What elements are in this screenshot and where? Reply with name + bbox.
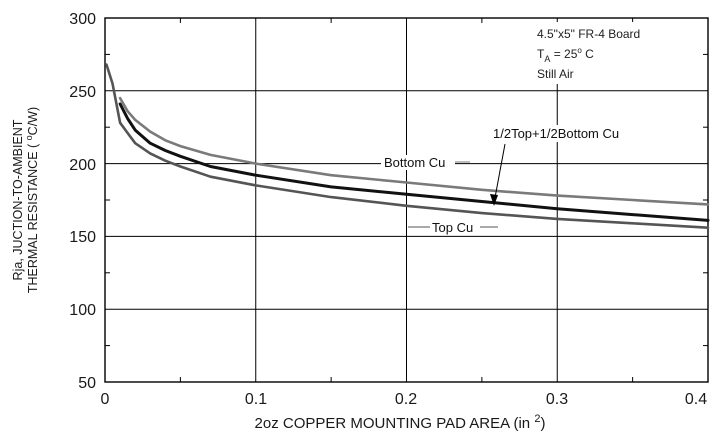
- annotation-top-cu: Top Cu: [432, 220, 473, 235]
- conditions-temperature: TA = 25o C: [537, 46, 594, 64]
- y-tick-label: 250: [69, 84, 96, 101]
- x-tick-label: 0.2: [395, 391, 417, 408]
- test-conditions: 4.5"x5" FR-4 Board TA = 25o C Still Air: [525, 22, 675, 84]
- series-layer: [105, 63, 710, 229]
- x-tick-labels: 0 0.1 0.2 0.3 0.4: [101, 391, 708, 408]
- x-tick-label: 0.3: [546, 391, 568, 408]
- series-line-top-cu: [105, 63, 710, 229]
- y-tick-label: 300: [69, 11, 96, 28]
- y-axis-label-line1: Rja, JUCTION-TO-AMBIENT: [11, 119, 25, 280]
- y-tick-labels: 50 100 150 200 250 300: [69, 11, 96, 392]
- y-tick-label: 50: [78, 375, 96, 392]
- x-tick-label: 0: [101, 391, 110, 408]
- x-tick-label: 0.1: [245, 391, 267, 408]
- annotation-bg: [381, 155, 455, 170]
- y-tick-label: 100: [69, 302, 96, 319]
- annotation-bottom-cu: Bottom Cu: [384, 155, 445, 170]
- series-line-1-2top-1-2bottom-cu: [118, 102, 710, 222]
- annotations: Bottom Cu 1/2Top+1/2Bottom Cu Top Cu: [381, 125, 656, 235]
- annotation-half-top-bottom-cu: 1/2Top+1/2Bottom Cu: [493, 126, 619, 141]
- annotation-arrowhead: [490, 194, 498, 206]
- annotation-bg: [428, 219, 480, 235]
- x-axis-label: 2oz COPPER MOUNTING PAD AREA (in 2): [255, 413, 546, 432]
- conditions-board: 4.5"x5" FR-4 Board: [537, 27, 640, 41]
- minor-ticks: [105, 18, 708, 382]
- conditions-bg: [525, 22, 675, 84]
- y-tick-label: 150: [69, 229, 96, 246]
- y-axis-label-line2: THERMAL RESISTANCE ( oC/W): [24, 107, 40, 293]
- x-tick-label: 0.4: [685, 391, 707, 408]
- series-line-bottom-cu: [118, 96, 710, 206]
- annotation-arrow-shaft: [493, 143, 506, 204]
- conditions-air: Still Air: [537, 67, 574, 81]
- y-tick-label: 200: [69, 157, 96, 174]
- annotation-bg: [490, 125, 656, 142]
- y-axis-label: Rja, JUCTION-TO-AMBIENT THERMAL RESISTAN…: [11, 107, 40, 293]
